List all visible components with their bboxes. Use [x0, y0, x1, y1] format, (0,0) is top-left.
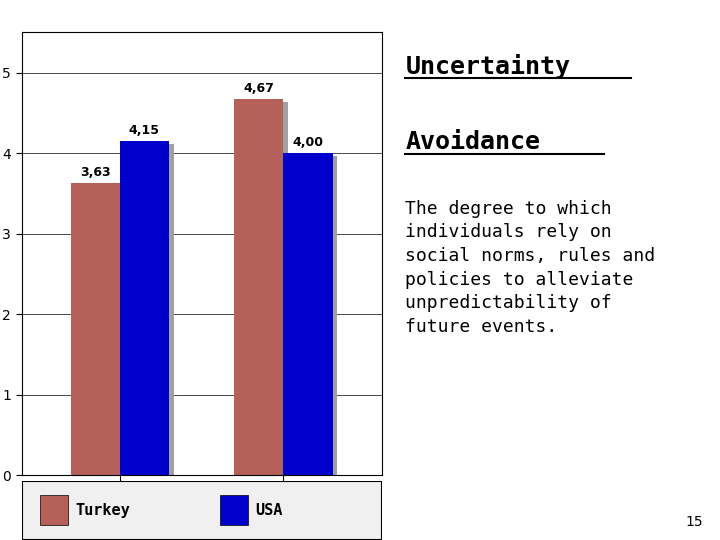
Text: 4,15: 4,15 — [129, 124, 160, 137]
Text: 4,00: 4,00 — [292, 136, 323, 149]
Bar — [284, 153, 333, 475]
Bar — [71, 183, 120, 475]
Text: 3,63: 3,63 — [80, 166, 111, 179]
Text: USA: USA — [256, 503, 283, 518]
Bar — [40, 496, 68, 525]
Bar — [288, 157, 338, 478]
FancyBboxPatch shape — [22, 481, 382, 540]
Text: Uncertainty: Uncertainty — [405, 54, 570, 79]
Text: 15: 15 — [686, 515, 703, 529]
Bar — [239, 103, 288, 478]
Text: Turkey: Turkey — [76, 503, 130, 518]
Bar — [120, 141, 169, 475]
Bar — [220, 496, 248, 525]
Bar — [76, 186, 125, 478]
Text: 4,67: 4,67 — [243, 82, 274, 95]
Bar — [234, 99, 284, 475]
Bar — [125, 144, 174, 478]
Text: The degree to which
individuals rely on
social norms, rules and
policies to alle: The degree to which individuals rely on … — [405, 200, 655, 336]
Text: Avoidance: Avoidance — [405, 130, 540, 153]
